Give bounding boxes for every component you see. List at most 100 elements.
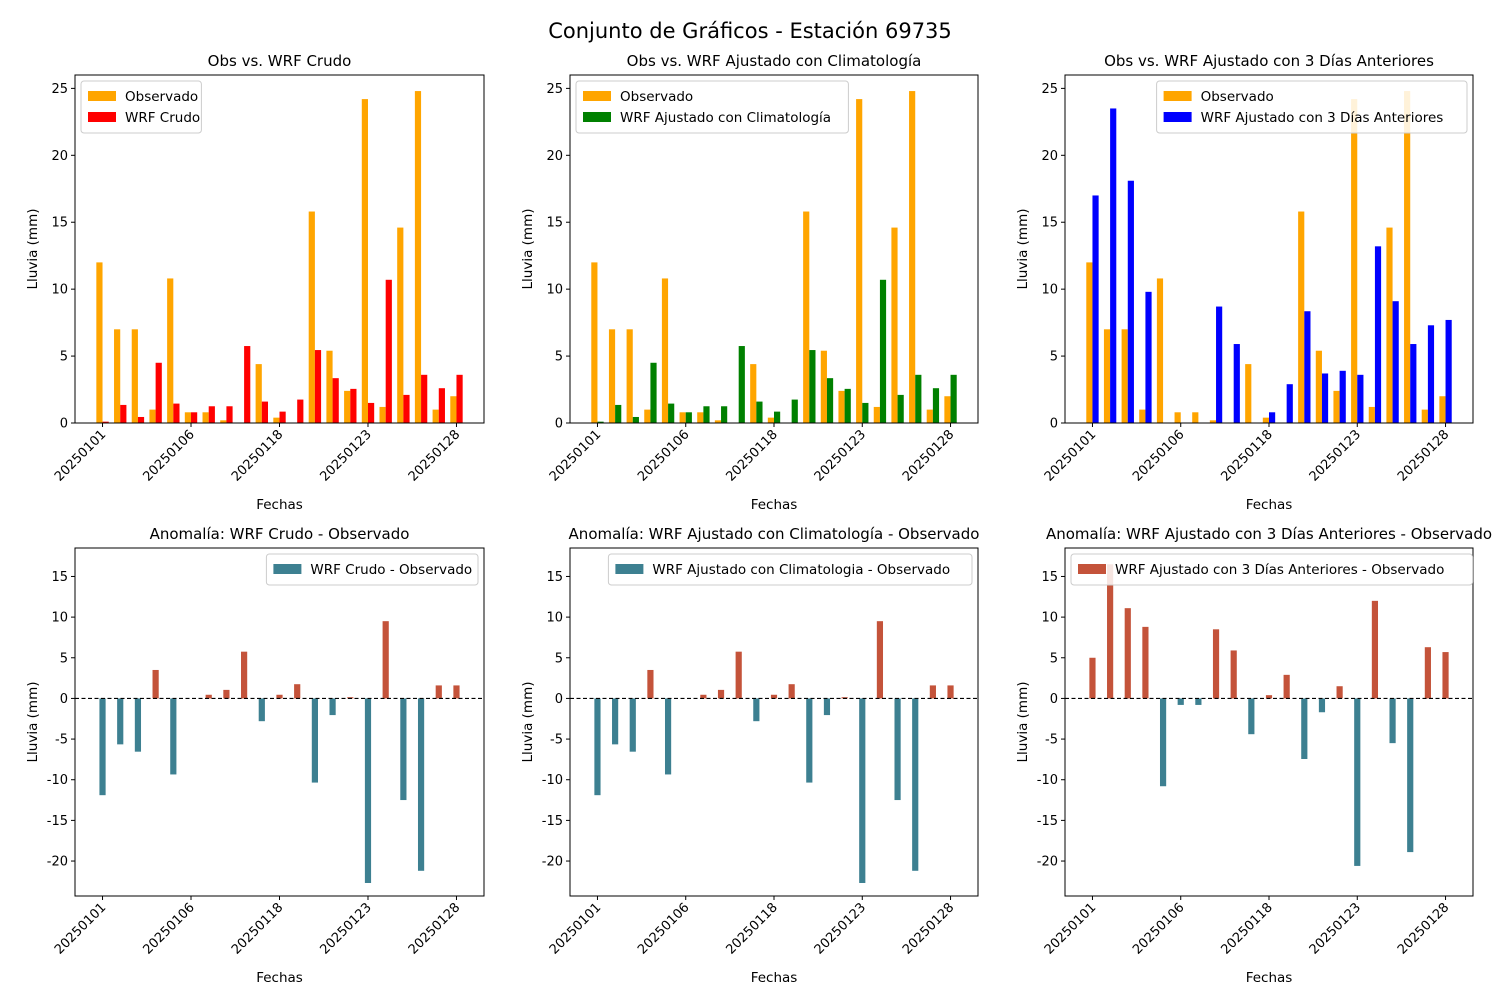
y-tick-label: 10 <box>546 283 563 298</box>
bar-wrf <box>809 350 816 423</box>
anomaly-bar <box>382 621 389 699</box>
anomaly-bar <box>170 698 177 775</box>
anomaly-bar <box>1336 686 1343 699</box>
legend-box <box>607 553 973 586</box>
bar-observed <box>608 329 616 423</box>
bar-wrf <box>1392 301 1399 423</box>
y-tick-label: 15 <box>546 216 563 231</box>
chart-panel-5: -20 -15 -10 -5 0 5 10 15 20250101 20250106 2025011… <box>520 525 979 986</box>
legend: Observado WRF Ajustado con 3 Días Anterio… <box>1156 80 1468 134</box>
anomaly-bar <box>664 698 672 775</box>
x-tick-label: 20250118 <box>723 427 780 484</box>
legend-label: WRF Crudo - Observado <box>310 562 472 578</box>
y-tick-label: 5 <box>60 651 68 666</box>
x-tick-label: 20250118 <box>1218 427 1275 484</box>
y-tick-label: 5 <box>1050 651 1058 666</box>
x-tick-label: 20250106 <box>140 900 197 957</box>
anomaly-bar <box>1354 698 1361 866</box>
anomaly-bar <box>1389 698 1396 744</box>
anomaly-bar <box>770 694 778 699</box>
y-tick-label: 10 <box>1041 283 1058 298</box>
legend-label: WRF Ajustado con 3 Días Anteriores <box>1201 110 1444 126</box>
bar-observed <box>326 350 333 423</box>
bar-observed <box>432 409 439 423</box>
anomaly-bar <box>347 697 354 699</box>
y-tick-label: -10 <box>47 773 68 788</box>
legend-swatch <box>88 112 116 122</box>
anomaly-bar <box>859 698 866 883</box>
chart-panel-4: -20 -15 -10 -5 0 5 10 15 20250101 20250106 2025011… <box>25 525 485 986</box>
y-tick-label: 0 <box>1050 417 1058 432</box>
anomaly-bar <box>894 698 901 801</box>
chart-title: Obs vs. WRF Ajustado con 3 Días Anterior… <box>1104 52 1434 70</box>
bar-wrf <box>1339 370 1346 423</box>
anomaly-bar <box>594 698 601 796</box>
y-tick-label: 10 <box>51 611 68 626</box>
y-tick-label: 0 <box>555 417 563 432</box>
anomaly-bar <box>1089 657 1096 699</box>
legend-box <box>1070 553 1474 586</box>
anomaly-bar <box>1124 608 1131 699</box>
legend-box <box>265 553 479 586</box>
x-tick-label: 20250123 <box>317 427 374 484</box>
x-axis-label: Fechas <box>1246 497 1293 513</box>
anomaly-bar <box>1142 626 1149 699</box>
x-tick-label: 20250128 <box>900 900 957 957</box>
bar-wrf <box>173 403 180 423</box>
x-tick-label: 20250101 <box>52 900 109 957</box>
anomaly-bar <box>276 694 283 699</box>
anomaly-bar <box>1407 698 1414 853</box>
x-tick-label: 20250106 <box>635 427 692 484</box>
bar-wrf <box>1110 108 1117 423</box>
bar-wrf <box>756 401 763 423</box>
anomaly-bar <box>400 698 407 801</box>
anomaly-bar <box>912 698 919 871</box>
bar-wrf <box>155 362 162 423</box>
anomaly-bar <box>1230 650 1237 699</box>
legend: WRF Ajustado con 3 Días Anteriores - Obs… <box>1070 553 1474 586</box>
bar-wrf <box>1304 311 1311 423</box>
legend-swatch <box>615 564 644 574</box>
bar-observed <box>361 99 368 423</box>
bar-wrf <box>915 374 922 423</box>
anomaly-bar <box>1265 695 1273 699</box>
x-tick-label: 20250123 <box>812 900 869 957</box>
x-tick-label: 20250106 <box>1130 427 1187 484</box>
bar-observed <box>591 262 598 423</box>
x-tick-label: 20250118 <box>229 427 286 484</box>
bar-wrf <box>314 350 322 423</box>
anomaly-bar <box>629 698 636 752</box>
y-tick-label: -15 <box>542 814 563 829</box>
x-tick-label: 20250123 <box>317 900 374 957</box>
legend-swatch <box>273 564 302 574</box>
anomaly-bar <box>876 621 884 699</box>
y-tick-label: 20 <box>1041 149 1058 164</box>
bar-wrf <box>615 404 622 423</box>
x-tick-label: 20250123 <box>812 427 869 484</box>
x-tick-label: 20250118 <box>1218 900 1275 957</box>
bar-observed <box>679 412 686 423</box>
anomaly-bar <box>1177 698 1184 705</box>
y-tick-label: 5 <box>555 651 563 666</box>
y-tick-label: 5 <box>1050 350 1058 365</box>
bar-observed <box>1333 390 1340 423</box>
anomaly-bar <box>1248 698 1255 735</box>
anomaly-bar <box>788 684 795 699</box>
bar-wrf <box>897 394 904 423</box>
bar-wrf <box>1357 374 1364 423</box>
bar-wrf <box>738 346 745 423</box>
bar-observed <box>1086 262 1093 423</box>
bar-observed <box>750 364 757 423</box>
bar-wrf <box>438 388 445 423</box>
anomaly-bar <box>453 685 460 699</box>
bar-wrf <box>297 399 304 423</box>
y-tick-label: 15 <box>1041 570 1058 585</box>
bar-observed <box>767 417 774 423</box>
anomaly-bar <box>1371 600 1379 699</box>
x-tick-label: 20250101 <box>547 427 604 484</box>
bar-wrf <box>650 362 657 423</box>
legend-label: Observado <box>1201 89 1274 105</box>
y-axis-label: Lluvia (mm) <box>1015 209 1031 290</box>
anomaly-bar <box>647 669 654 699</box>
